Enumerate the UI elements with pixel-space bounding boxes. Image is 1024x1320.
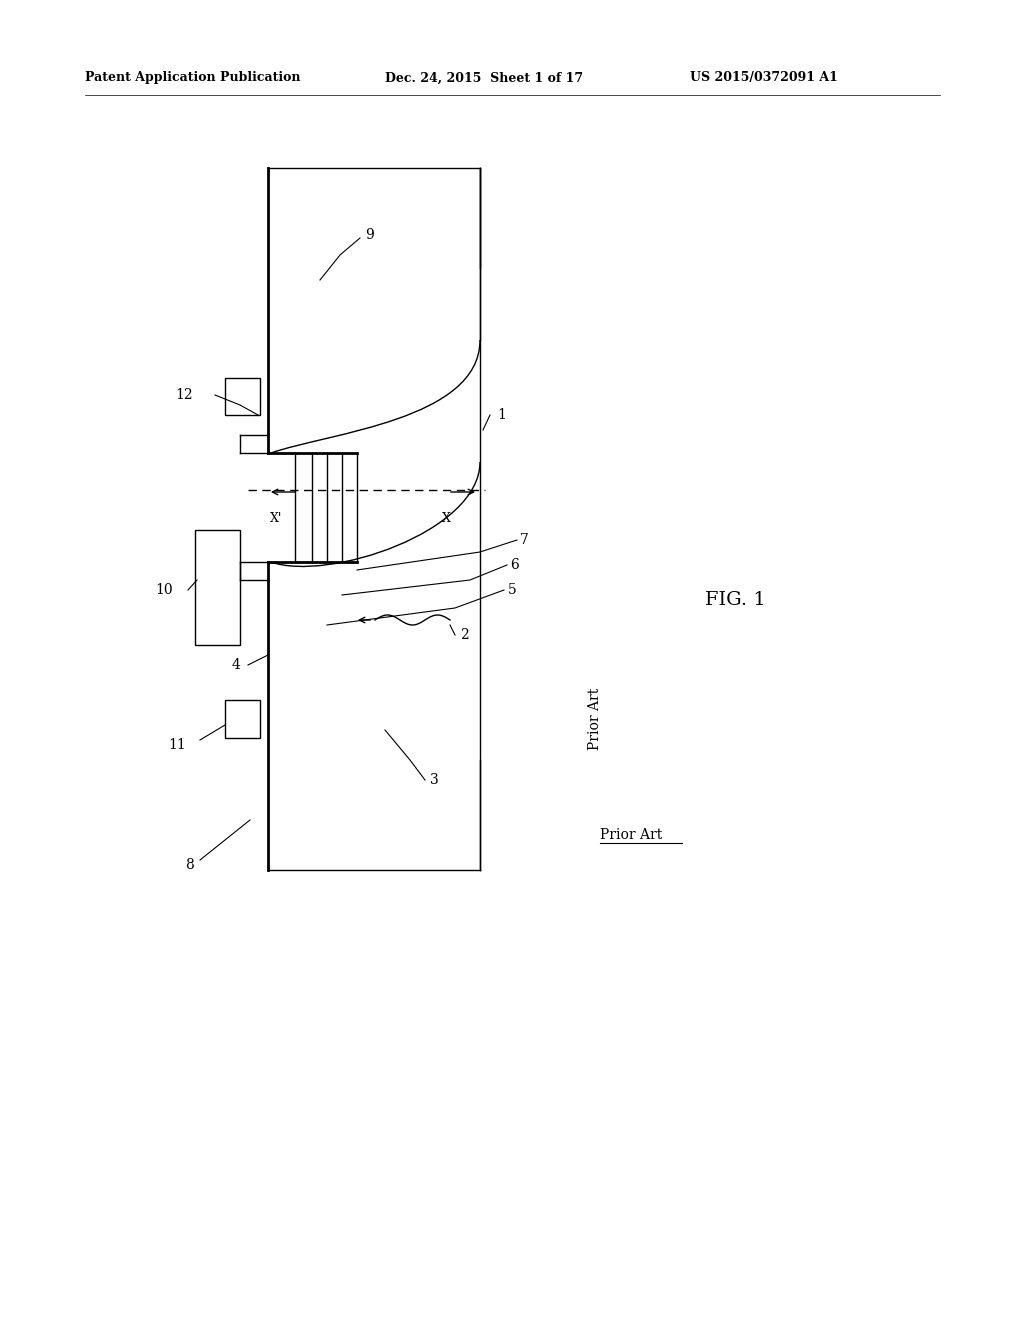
Bar — [225, 700, 260, 738]
Text: Prior Art: Prior Art — [588, 688, 602, 750]
Text: X: X — [442, 512, 451, 525]
Text: Prior Art: Prior Art — [600, 828, 663, 842]
Text: 1: 1 — [497, 408, 506, 422]
Text: 9: 9 — [365, 228, 374, 242]
Text: US 2015/0372091 A1: US 2015/0372091 A1 — [690, 71, 838, 84]
Text: 11: 11 — [168, 738, 185, 752]
Text: Dec. 24, 2015  Sheet 1 of 17: Dec. 24, 2015 Sheet 1 of 17 — [385, 71, 583, 84]
Text: 4: 4 — [232, 657, 241, 672]
Text: 7: 7 — [520, 533, 528, 546]
Text: X': X' — [270, 512, 283, 525]
Text: 6: 6 — [510, 558, 519, 572]
Text: 5: 5 — [508, 583, 517, 597]
Text: FIG. 1: FIG. 1 — [705, 591, 765, 609]
Bar — [195, 531, 240, 645]
Text: 12: 12 — [175, 388, 193, 403]
Text: 8: 8 — [185, 858, 194, 873]
Text: 2: 2 — [460, 628, 469, 642]
Text: 3: 3 — [430, 774, 438, 787]
Text: 10: 10 — [155, 583, 173, 597]
Text: Patent Application Publication: Patent Application Publication — [85, 71, 300, 84]
Bar — [225, 378, 260, 414]
